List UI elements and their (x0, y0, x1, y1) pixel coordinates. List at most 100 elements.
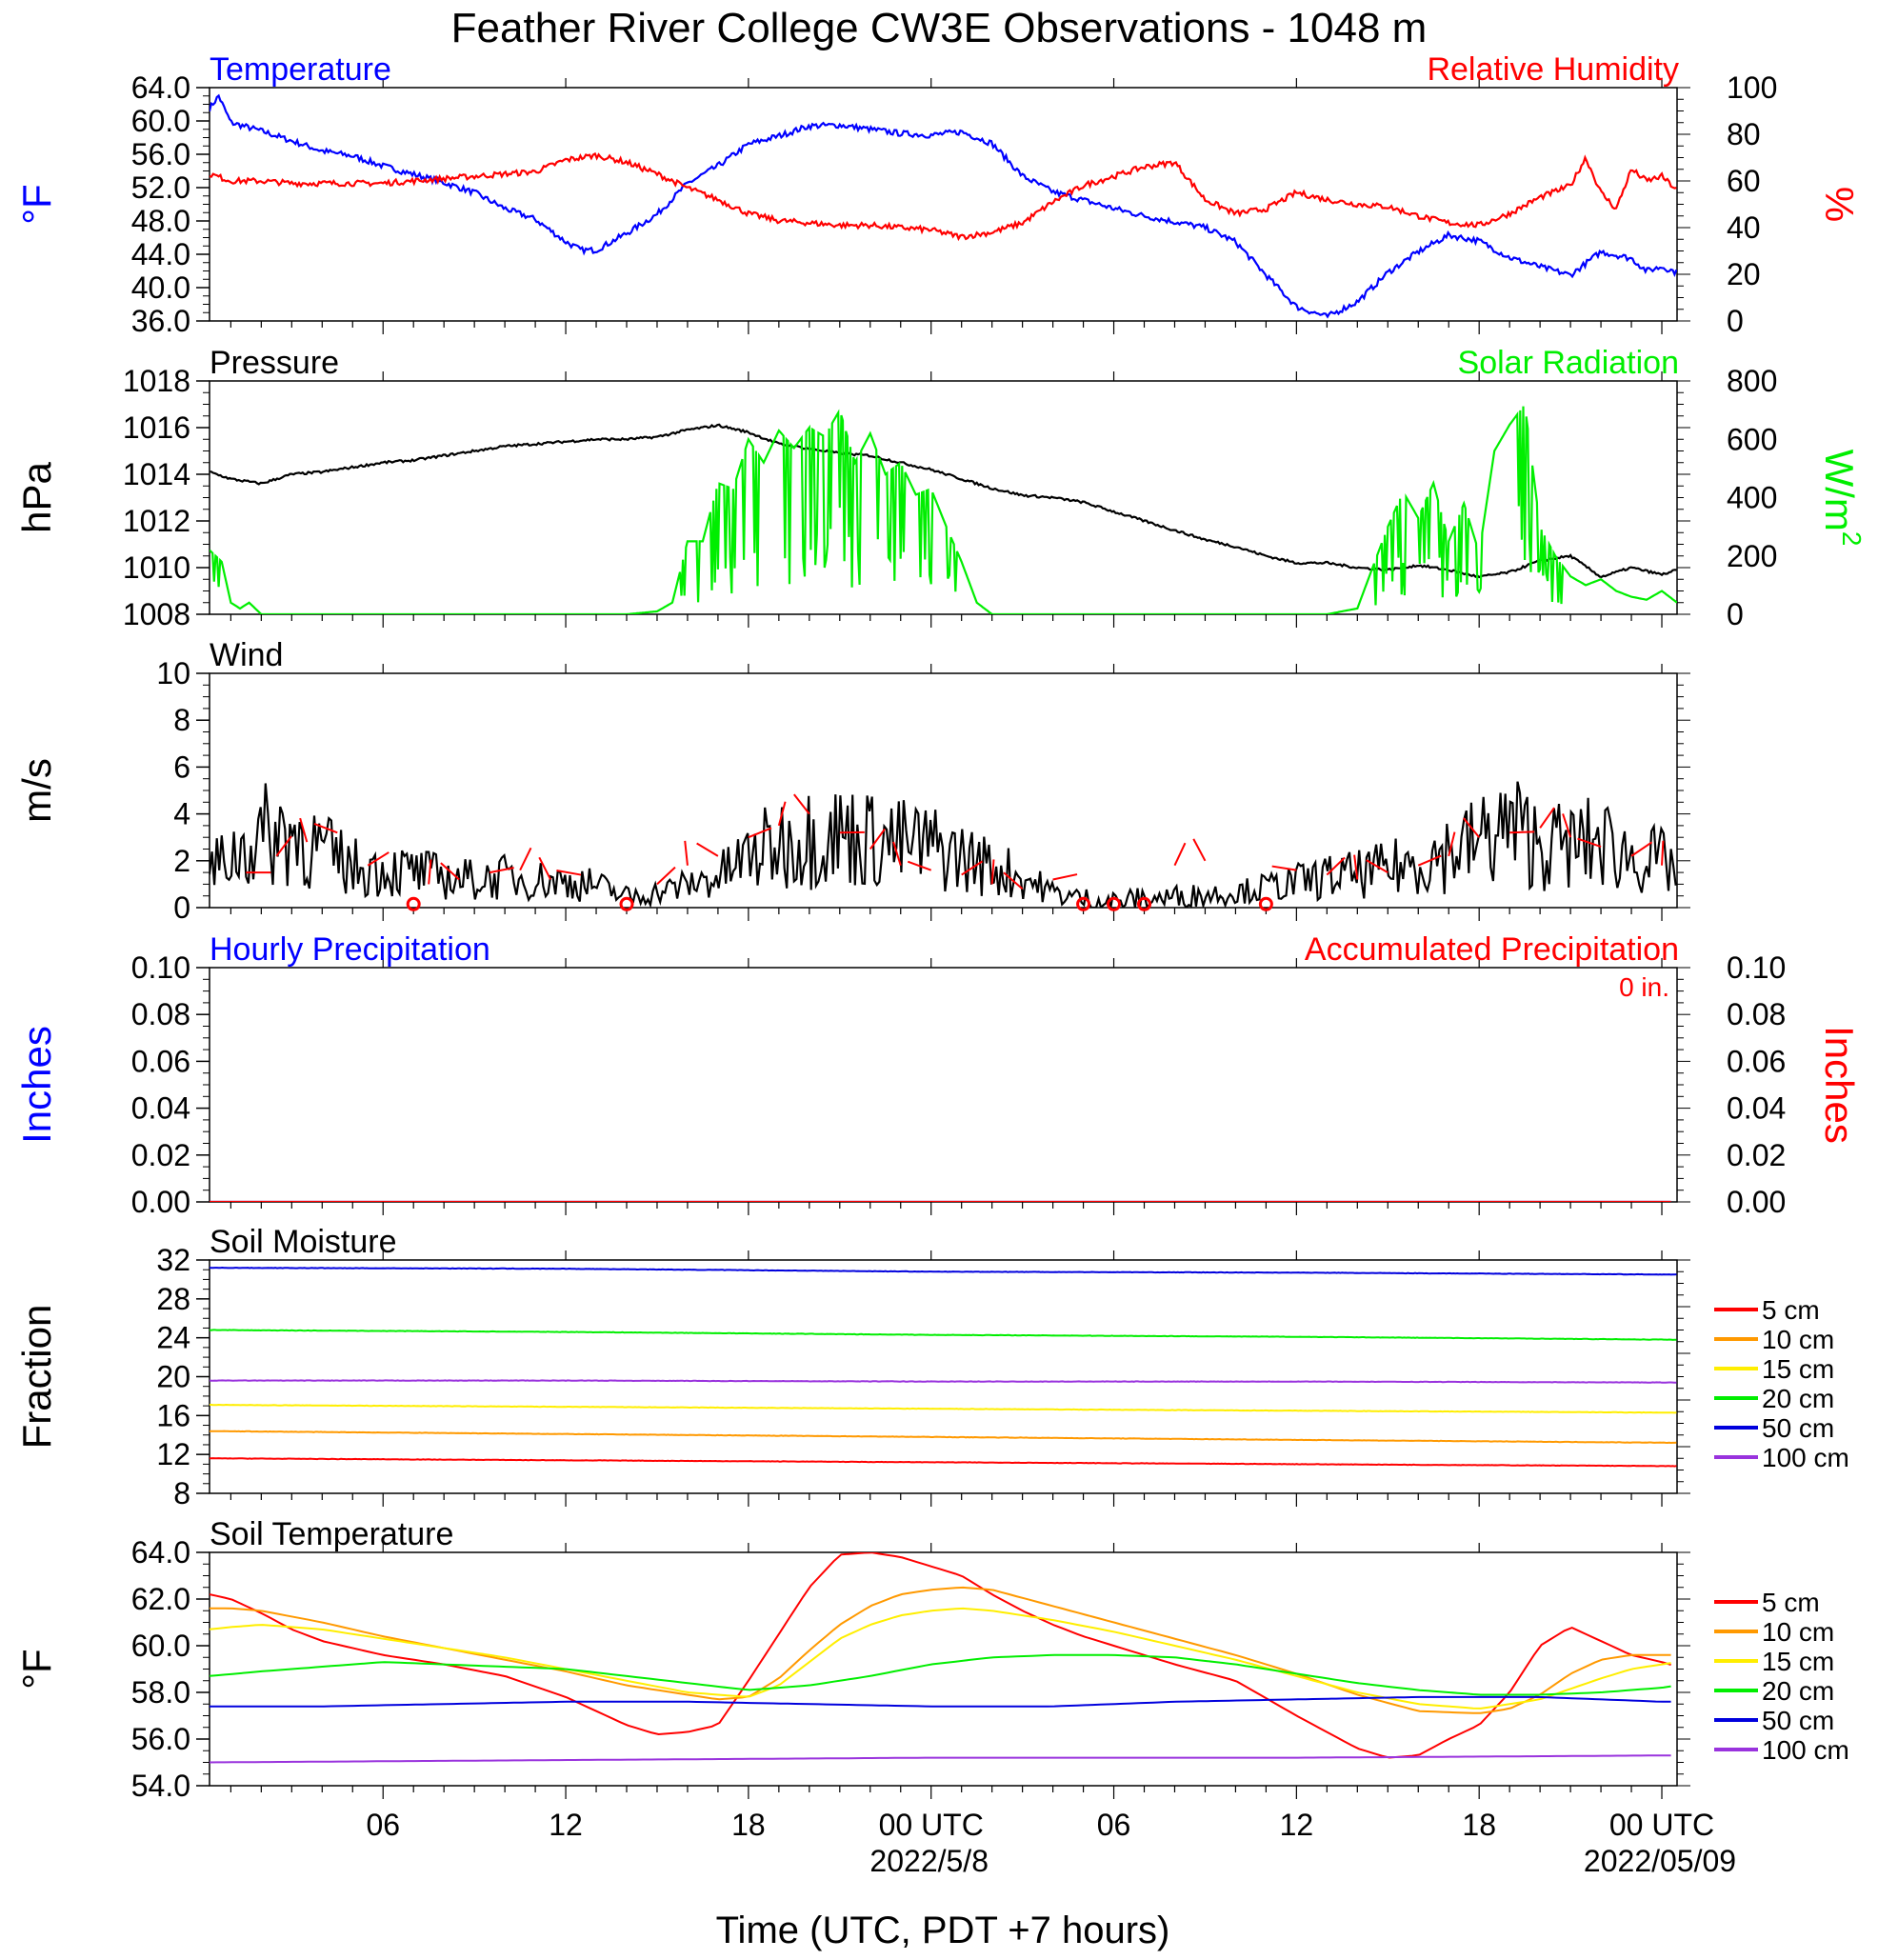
series-line-15-cm (210, 1607, 1671, 1710)
wind-calm-marker (406, 896, 421, 911)
y-tick-label-left: 4 (173, 797, 190, 831)
legend-label: 50 cm (1762, 1413, 1834, 1443)
wind-barb (299, 817, 309, 843)
y-tick-label-left: 1012 (123, 504, 190, 538)
wind-calm-marker (619, 896, 634, 911)
y-tick-label-left: 10 (156, 656, 190, 690)
wind-barb (1173, 842, 1187, 867)
y-axis-label-right-superscript: 2 (1837, 531, 1867, 547)
legend-label: 50 cm (1762, 1706, 1834, 1735)
wind-calm-marker (1258, 896, 1273, 911)
y-tick-label-left: 20 (156, 1360, 190, 1394)
y-tick-label-right: 0.02 (1727, 1138, 1786, 1172)
y-axis-label-left: Inches (14, 1026, 59, 1144)
wind-calm-marker (1076, 896, 1091, 911)
wind-barb (428, 859, 432, 885)
panel-frame (209, 87, 1678, 322)
wind-barb (684, 840, 689, 866)
x-tick-label: 18 (1462, 1808, 1496, 1842)
series-line-10-cm (210, 1586, 1671, 1714)
y-tick-label-right: 0.06 (1727, 1044, 1786, 1078)
series-line-50-cm (210, 1266, 1677, 1276)
y-tick-label-left: 8 (173, 703, 190, 737)
annotation-total: 0 in. (1619, 972, 1669, 1002)
series-line-relative-humidity (210, 151, 1677, 242)
y-tick-label-left: 40.0 (131, 270, 190, 305)
wind-barb (538, 856, 551, 880)
series-line-pressure (210, 423, 1677, 579)
y-tick-label-left: 54.0 (131, 1769, 190, 1803)
wind-barb (1539, 807, 1555, 829)
y-tick-label-right: 0 (1727, 304, 1744, 338)
y-tick-label-right: 20 (1727, 257, 1761, 291)
wind-barb (1326, 856, 1346, 876)
panel-wind: 10 8 6 4 2 0 Wind m/s (14, 637, 1690, 925)
y-tick-label-left: 0.04 (131, 1091, 190, 1126)
panel-title-left: Wind (210, 637, 283, 673)
x-tick-label: 06 (1097, 1808, 1131, 1842)
panel-title-left: Hourly Precipitation (210, 931, 490, 968)
y-tick-label-right: 200 (1727, 539, 1777, 573)
wind-calm-marker (1107, 896, 1122, 911)
y-tick-label-left: 1018 (123, 364, 190, 398)
y-tick-label-left: 60.0 (131, 1629, 190, 1663)
y-tick-label-left: 58.0 (131, 1675, 190, 1710)
panel-precipitation: 0.10 0.08 0.06 0.04 0.02 0.00 0.10 0.08 0.06 0.04… (14, 931, 1862, 1219)
y-tick-label-left: 64.0 (131, 1535, 190, 1570)
panel-title-right: Solar Radiation (1458, 345, 1679, 381)
wind-barb (869, 828, 886, 850)
legend-label: 20 cm (1762, 1676, 1834, 1706)
chart-title: Feather River College CW3E Observations … (451, 5, 1428, 51)
series-line-5-cm (210, 1457, 1677, 1468)
wind-barb (1463, 817, 1480, 838)
y-tick-label-right: 100 (1727, 70, 1777, 105)
legend-label: 15 cm (1762, 1354, 1834, 1384)
y-tick-label-right: 40 (1727, 210, 1761, 245)
y-tick-label-right: 0.10 (1727, 950, 1786, 985)
y-tick-label-left: 60.0 (131, 104, 190, 138)
panel-title-right: Relative Humidity (1427, 51, 1679, 88)
wind-barb (519, 847, 532, 871)
y-tick-label-left: 24 (156, 1321, 190, 1355)
panel-soil_temperature: 64.0 62.0 60.0 58.0 56.0 54.0 Soil Temperature… (14, 1516, 1849, 1803)
legend-label: 100 cm (1762, 1443, 1849, 1472)
legend-label: 10 cm (1762, 1325, 1834, 1354)
y-tick-label-left: 56.0 (131, 1722, 190, 1756)
panel-title-left: Soil Moisture (210, 1224, 397, 1260)
wind-barb (367, 851, 390, 867)
panel-frame (209, 1551, 1678, 1787)
x-tick-label: 00 UTC (879, 1808, 984, 1842)
series-line-20-cm (210, 1653, 1671, 1696)
y-axis-label-left: Fraction (14, 1305, 59, 1450)
y-tick-label-left: 1008 (123, 597, 190, 631)
wind-barb (1366, 859, 1389, 873)
wind-barb (696, 842, 719, 857)
x-tick-date-label: 2022/05/09 (1584, 1844, 1736, 1878)
wind-barb (1630, 841, 1653, 857)
y-tick-label-right: 0.04 (1727, 1091, 1786, 1126)
wind-barb (1509, 830, 1535, 834)
wind-barb (313, 823, 338, 834)
x-axis-label: Time (UTC, PDT +7 hours) (716, 1910, 1170, 1951)
y-tick-label-right: 80 (1727, 117, 1761, 151)
y-tick-label-left: 8 (173, 1476, 190, 1510)
y-tick-label-left: 32 (156, 1243, 190, 1277)
wind-barb (1577, 837, 1602, 848)
y-tick-label-left: 56.0 (131, 137, 190, 171)
legend-label: 5 cm (1762, 1588, 1820, 1617)
y-tick-label-left: 2 (173, 844, 190, 878)
y-tick-label-left: 1010 (123, 550, 190, 585)
wind-barb (1192, 838, 1207, 862)
wind-barb (1661, 840, 1665, 866)
wind-barb (1353, 854, 1359, 880)
panel-pressure_solar: 1018 1016 1014 1012 1010 1008 800 600 400 200 0 Pre… (14, 345, 1867, 631)
y-tick-label-right: 0.08 (1727, 997, 1786, 1031)
y-axis-label-right: W/m2 (1817, 450, 1867, 547)
y-tick-label-left: 6 (173, 750, 190, 784)
series-line-wind (210, 781, 1677, 908)
series-line-solar-radiation (210, 406, 1677, 614)
wind-barb (489, 867, 514, 874)
